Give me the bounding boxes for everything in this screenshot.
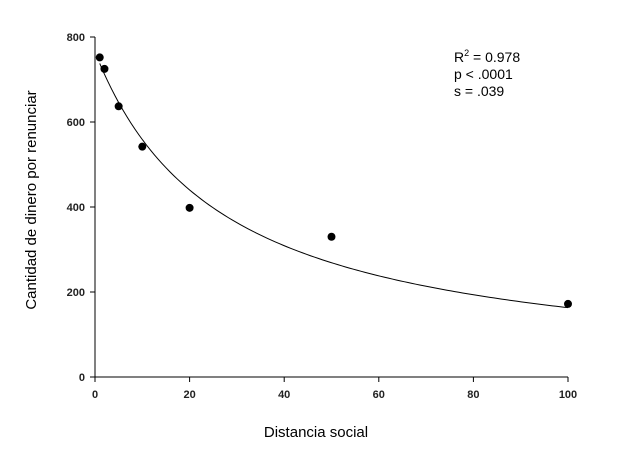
p-value-label: p < .0001	[454, 66, 513, 82]
x-tick-label: 20	[183, 389, 195, 401]
x-tick-label: 100	[559, 389, 577, 401]
s-value-label: s = .039	[454, 83, 504, 99]
data-point	[114, 102, 123, 111]
y-tick-label: 600	[67, 117, 85, 129]
r-squared-label: R2 = 0.978	[454, 48, 520, 65]
data-points	[95, 53, 572, 308]
data-point	[564, 299, 572, 308]
y-axis-title: Cantidad de dinero por renunciar	[23, 90, 40, 309]
x-tick-label: 0	[92, 389, 98, 401]
x-tick-label: 80	[467, 389, 479, 401]
y-tick-label: 400	[67, 202, 85, 214]
data-point	[100, 64, 109, 73]
data-point	[327, 232, 336, 241]
data-point	[95, 53, 104, 62]
x-tick-label: 60	[373, 389, 385, 401]
y-tick-label: 0	[79, 372, 85, 384]
y-tick-label: 200	[67, 287, 85, 299]
r-squared-base: R	[454, 49, 464, 65]
x-ticks: 0 20 40 60 80 100	[92, 377, 577, 401]
x-tick-label: 40	[278, 389, 290, 401]
r-squared-value: = 0.978	[469, 49, 520, 65]
x-axis-title: Distancia social	[264, 424, 368, 441]
y-ticks: 0 200 400 600 800	[67, 32, 95, 384]
r-squared-superscript: 2	[464, 48, 469, 58]
data-point	[138, 142, 147, 151]
fit-curve	[99, 63, 569, 309]
stats-annotation: R2 = 0.978 p < .0001 s = .039	[454, 48, 520, 99]
data-point	[185, 203, 194, 212]
y-tick-label: 800	[67, 32, 85, 44]
